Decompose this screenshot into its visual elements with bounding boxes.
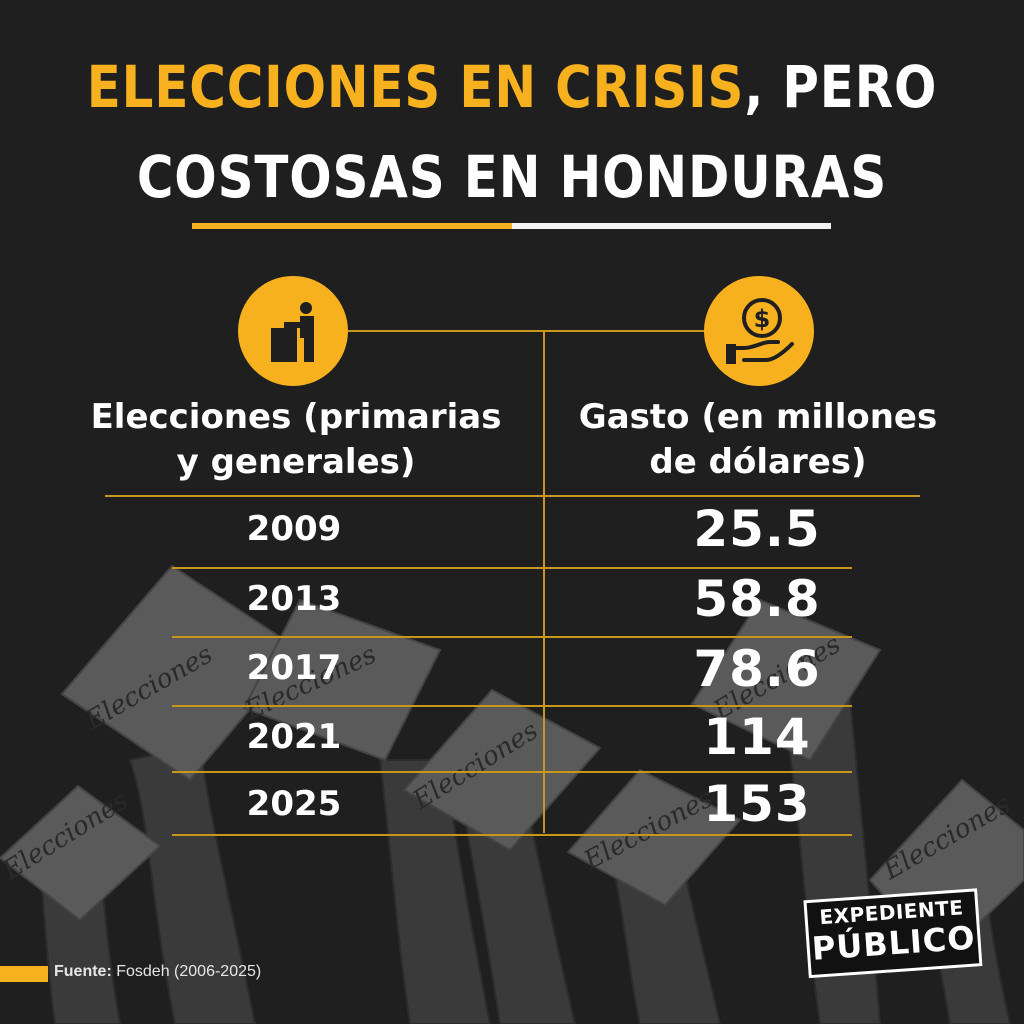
header-line: Gasto (en millones: [578, 397, 938, 437]
source-accent-bar: [0, 966, 48, 982]
table-cell-value: 114: [703, 708, 811, 766]
row-separator: [172, 771, 852, 773]
table-cell-value: 78.6: [693, 640, 821, 698]
header-line: de dólares): [649, 442, 867, 482]
source-text: Fosdeh (2006-2025): [116, 963, 262, 980]
connector-line: [348, 330, 704, 332]
column-divider: [543, 330, 545, 833]
ballot-box-voter-icon: [238, 276, 348, 386]
hand-holding-dollar-coin-icon: $: [704, 276, 814, 386]
row-separator: [172, 705, 852, 707]
source-label: Fuente:: [54, 963, 112, 980]
column-header-elections: Elecciones (primarias y generales): [86, 395, 506, 485]
page-title-line-1: ELECCIONES EN CRISIS, PERO: [72, 58, 953, 116]
svg-text:$: $: [754, 305, 771, 333]
table-cell-year: 2013: [246, 579, 342, 619]
source-note: Fuente: Fosdeh (2006-2025): [54, 963, 261, 981]
table-cell-year: 2021: [246, 717, 342, 757]
expediente-publico-logo: EXPEDIENTE PÚBLICO: [803, 888, 988, 980]
row-separator: [172, 636, 852, 638]
table-cell-value: 153: [703, 775, 811, 833]
title-underline-accent: [192, 223, 512, 229]
header-line: y generales): [176, 442, 416, 482]
table-cell-year: 2009: [246, 509, 342, 549]
table-cell-year: 2017: [246, 648, 342, 688]
table-cell-value: 58.8: [693, 570, 821, 628]
title-highlight: ELECCIONES EN CRISIS: [86, 53, 745, 121]
row-separator: [105, 495, 920, 497]
title-rest: , PERO: [744, 53, 938, 121]
header-line: Elecciones (primarias: [90, 397, 502, 437]
table-cell-year: 2025: [246, 784, 342, 824]
row-separator: [172, 834, 852, 836]
column-header-spending: Gasto (en millones de dólares): [548, 395, 968, 485]
row-separator: [172, 567, 852, 569]
page-title-line-2: COSTOSAS EN HONDURAS: [136, 143, 888, 211]
table-cell-value: 25.5: [693, 500, 821, 558]
title-underline-white: [512, 223, 831, 229]
